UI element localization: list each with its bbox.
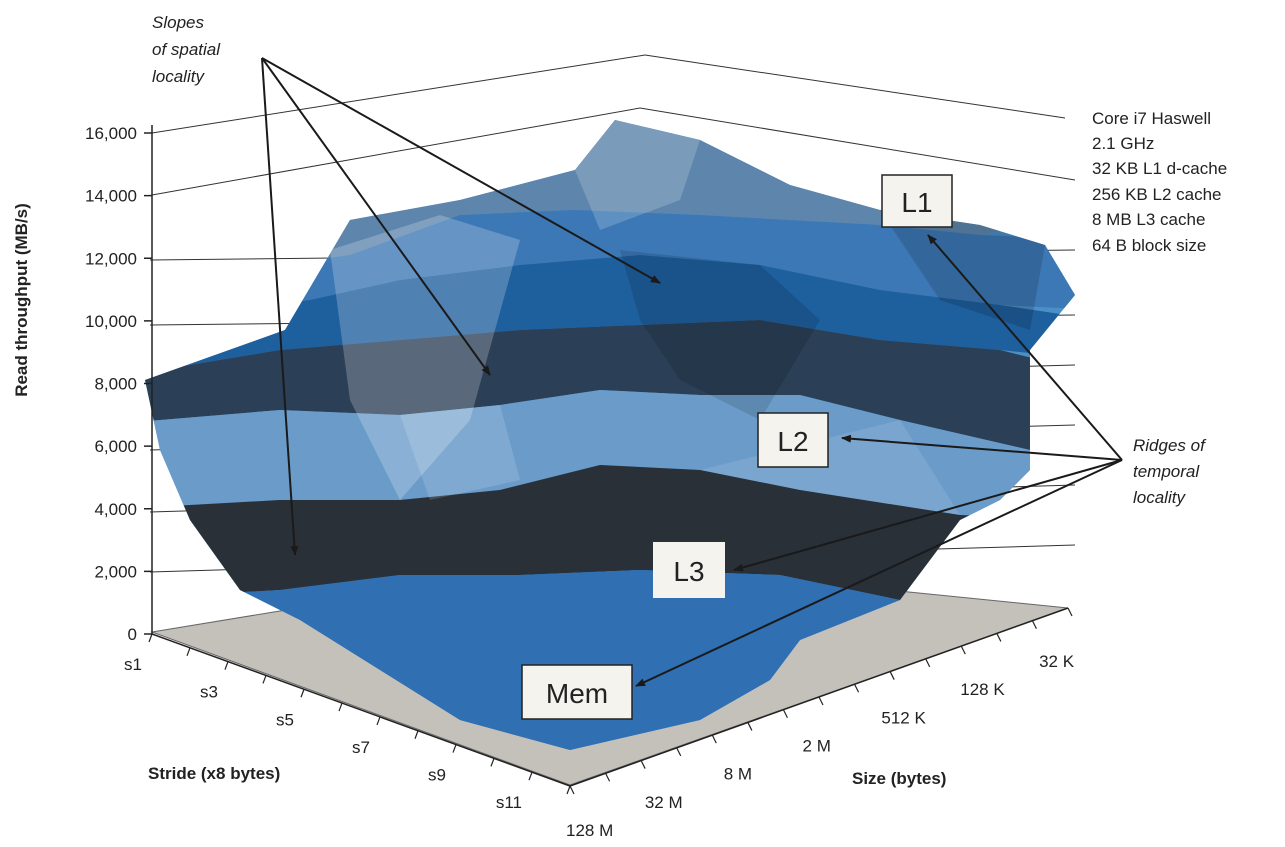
machine-info-l3: 8 MB L3 cache <box>1092 210 1205 229</box>
stride-tick-mark <box>338 702 343 712</box>
y-tick-label: 10,000 <box>85 312 137 331</box>
stride-tick-mark <box>376 716 381 726</box>
level-label-l1: L1 <box>881 174 953 228</box>
svg-text:of spatial: of spatial <box>152 40 221 59</box>
size-tick-mark <box>1031 620 1037 629</box>
stride-axis: s1 s3 s5 s7 s9 s11 <box>124 633 571 812</box>
throughput-surface <box>145 120 1075 750</box>
size-tick-mark <box>676 747 682 757</box>
size-axis-label: Size (bytes) <box>852 769 946 788</box>
machine-info-clock: 2.1 GHz <box>1092 134 1154 153</box>
level-label-l3: L3 <box>653 542 725 598</box>
stride-tick-label: s7 <box>352 738 370 757</box>
size-tick-mark <box>854 684 860 693</box>
stride-tick-mark <box>262 675 267 684</box>
stride-tick-mark <box>528 771 533 781</box>
stride-tick-label: s5 <box>276 710 294 729</box>
size-tick-mark <box>925 658 931 668</box>
size-tick-mark <box>747 722 753 731</box>
ridges-arrows <box>635 234 1123 687</box>
size-tick-label: 512 K <box>881 708 926 727</box>
machine-info-l1: 32 KB L1 d-cache <box>1092 159 1227 178</box>
stride-tick-label: s11 <box>496 793 522 812</box>
stride-tick-mark <box>566 785 571 795</box>
svg-text:locality: locality <box>152 67 205 86</box>
size-tick-label: 8 M <box>724 765 752 784</box>
size-tick-mark <box>711 734 717 744</box>
y-tick-label: 0 <box>128 625 137 644</box>
slopes-annotation: Slopes of spatial locality <box>152 13 221 86</box>
size-tick-label: 32 K <box>1039 652 1075 671</box>
size-tick-mark <box>889 671 895 680</box>
y-tick-label: 6,000 <box>94 437 137 456</box>
y-axis-label: Read throughput (MB/s) <box>12 203 31 397</box>
y-tick-label: 14,000 <box>85 187 137 206</box>
y-axis: 0 2,000 4,000 6,000 8,000 10,000 12,000 14,000 1… <box>85 124 153 644</box>
size-axis: 128 M 32 M 8 M 2 M 512 K 128 K 32 K <box>566 607 1075 840</box>
y-tick-label: 16,000 <box>85 124 137 143</box>
svg-text:Mem: Mem <box>546 678 608 709</box>
svg-text:locality: locality <box>1133 488 1186 507</box>
level-label-l2: L2 <box>757 412 829 468</box>
svg-text:L1: L1 <box>901 187 932 218</box>
stride-tick-label: s3 <box>200 683 218 702</box>
y-axis-ticks: 0 2,000 4,000 6,000 8,000 10,000 12,000 14,000 1… <box>85 124 152 644</box>
svg-text:Slopes: Slopes <box>152 13 204 32</box>
size-tick-label: 2 M <box>803 736 831 755</box>
level-label-mem: Mem <box>521 664 633 720</box>
stride-tick-mark <box>148 633 153 643</box>
machine-info: Core i7 Haswell 2.1 GHz 32 KB L1 d-cache… <box>1092 109 1227 255</box>
size-tick-label: 128 M <box>566 821 613 840</box>
machine-info-l2: 256 KB L2 cache <box>1092 185 1221 204</box>
size-tick-mark <box>996 633 1002 642</box>
slopes-arrows <box>261 57 661 556</box>
size-tick-label: 32 M <box>645 793 683 812</box>
machine-info-cpu: Core i7 Haswell <box>1092 109 1211 128</box>
svg-text:temporal: temporal <box>1133 462 1200 481</box>
size-tick-mark <box>569 785 575 795</box>
machine-info-block: 64 B block size <box>1092 236 1206 255</box>
y-tick-label: 12,000 <box>85 249 137 268</box>
y-tick-label: 4,000 <box>94 500 137 519</box>
size-tick-mark <box>818 696 824 706</box>
size-tick-mark <box>960 645 966 655</box>
stride-tick-mark <box>490 758 495 767</box>
stride-tick-label: s9 <box>428 766 446 785</box>
stride-tick-label: s1 <box>124 655 142 674</box>
y-tick-label: 8,000 <box>94 375 137 394</box>
svg-text:L2: L2 <box>777 426 808 457</box>
svg-text:Ridges of: Ridges of <box>1133 436 1207 455</box>
svg-text:L3: L3 <box>673 556 704 587</box>
size-tick-mark <box>782 709 788 718</box>
stride-axis-label: Stride (x8 bytes) <box>148 764 280 783</box>
ridges-annotation: Ridges of temporal locality <box>1133 436 1207 507</box>
stride-tick-mark <box>300 689 305 698</box>
size-tick-mark <box>605 773 611 782</box>
stride-tick-mark <box>186 647 191 657</box>
stride-tick-mark <box>224 661 229 670</box>
y-tick-label: 2,000 <box>94 562 137 581</box>
size-tick-mark <box>1067 607 1073 617</box>
size-tick-mark <box>640 760 646 769</box>
stride-tick-mark <box>452 744 457 753</box>
stride-tick-mark <box>414 730 419 739</box>
size-tick-label: 128 K <box>960 680 1005 699</box>
